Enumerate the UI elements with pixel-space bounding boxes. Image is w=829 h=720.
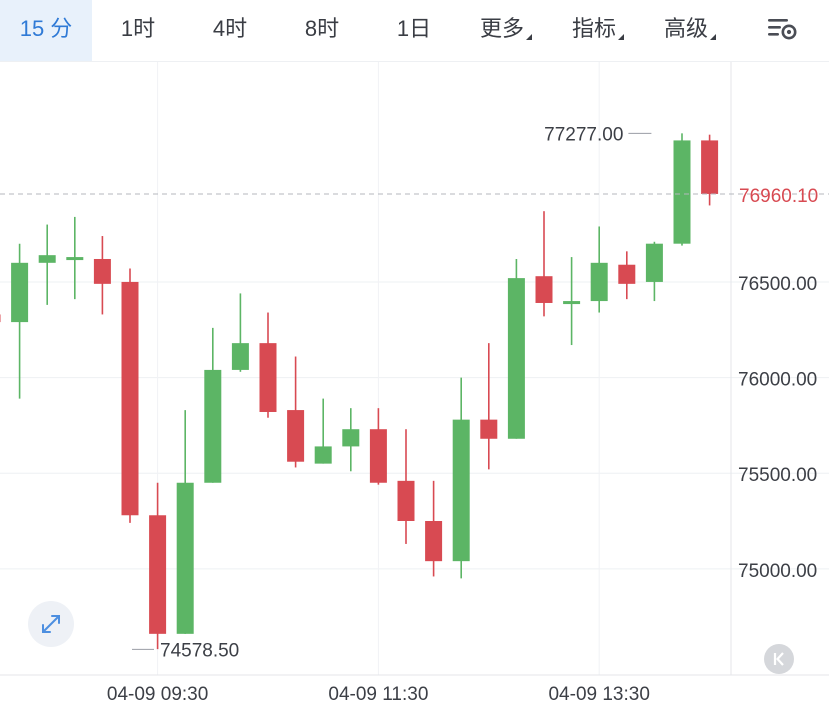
candle-body [701,140,719,194]
expand-chart-button[interactable] [28,601,74,647]
tab-advanced-label: 高级 [663,16,708,41]
max-price-label: 77277.00 [544,124,623,145]
tab-8h-label: 8时 [304,16,340,41]
y-tick-label: 75000.00 [738,561,817,582]
tab-indicators[interactable]: 指标 [552,0,644,61]
candle-body [287,410,305,462]
candle-body [66,257,84,261]
tab-1d-label: 1日 [396,16,432,41]
tab-4h-label: 4时 [212,16,248,41]
candle-body [342,429,360,447]
candle-body [314,446,332,464]
candle-body [11,262,29,323]
x-tick-label: 04-09 13:30 [548,684,649,705]
y-tick-label: 76000.00 [738,370,817,391]
x-tick-label: 04-09 11:30 [328,684,428,705]
candle-body [204,369,222,483]
tab-4h[interactable]: 4时 [184,0,276,61]
caret-down-icon [710,34,716,40]
candle-body [563,301,581,305]
candle-body [369,429,387,483]
tab-15m[interactable]: 15 分 [0,0,92,61]
tab-more[interactable]: 更多 [460,0,552,61]
scroll-to-latest-icon [773,652,784,666]
y-tick-label: 76500.00 [738,274,817,295]
candle-body [149,515,167,634]
scroll-to-latest-button[interactable] [764,644,794,674]
candle-body [397,480,415,521]
caret-down-icon [618,34,624,40]
candle-body [93,258,111,284]
x-tick-label: 04-09 09:30 [107,684,208,705]
tab-advanced[interactable]: 高级 [644,0,736,61]
candle-body [259,343,277,412]
y-tick-label: 75500.00 [738,465,817,486]
candle-body [0,314,1,323]
chart-settings-icon[interactable] [766,14,800,44]
candle-body [425,521,443,562]
interval-tab-bar: 15 分 1时 4时 8时 1日 更多 指标 高级 [0,0,829,62]
tab-more-label: 更多 [479,16,524,41]
candle-body [452,419,470,562]
candle-body [618,264,636,284]
tab-1h-label: 1时 [120,16,156,41]
candle-body [507,278,525,439]
candle-body [38,255,56,263]
candle-body [535,276,553,303]
tab-1h[interactable]: 1时 [92,0,184,61]
candlestick-chart[interactable]: 76500.00 76000.00 75500.00 75000.00 04-09 09… [0,62,829,715]
tab-1d[interactable]: 1日 [368,0,460,61]
tab-8h[interactable]: 8时 [276,0,368,61]
chart-canvas: 76500.00 76000.00 75500.00 75000.00 04-09 09… [0,62,829,705]
candle-body [480,419,498,439]
current-price-label: 76960.10 [739,186,818,207]
caret-down-icon [526,34,532,40]
candle-body [645,243,663,282]
tab-15m-label: 15 分 [19,16,73,41]
candle-body [121,281,139,516]
candle-body [590,262,608,302]
expand-arrows-icon [42,615,60,633]
candle-body [673,140,691,244]
tab-indicators-label: 指标 [571,16,616,41]
candle-body [176,482,194,634]
candle-body [231,343,249,370]
min-price-label: 74578.50 [160,640,239,661]
